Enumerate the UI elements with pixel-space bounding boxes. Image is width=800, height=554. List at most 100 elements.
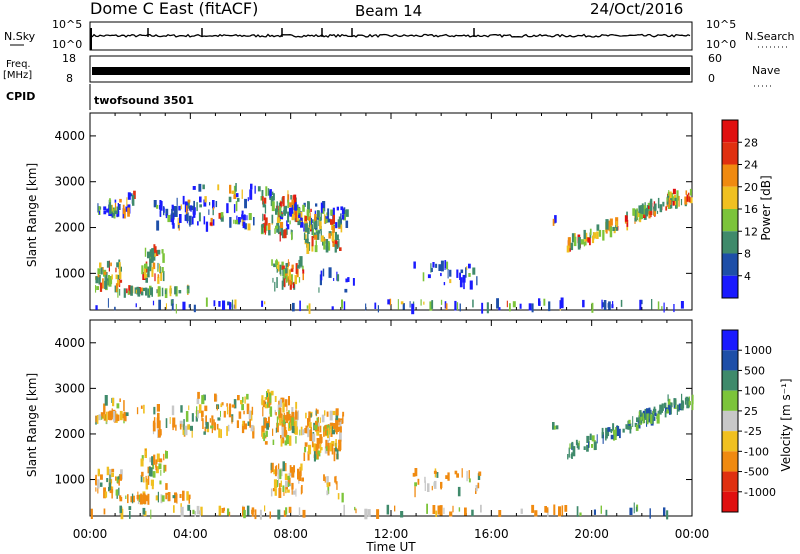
nsky-line — [91, 33, 691, 38]
echo-cell — [616, 426, 620, 436]
echo-cell — [333, 278, 335, 281]
echo-cell — [144, 274, 148, 278]
echo-cell — [657, 301, 660, 310]
echo-cell — [335, 439, 337, 448]
echo-cell — [669, 191, 672, 202]
echo-cell — [97, 415, 99, 424]
echo-cell — [226, 406, 229, 415]
echo-cell — [336, 424, 338, 435]
echo-cell — [443, 507, 445, 514]
echo-cell — [332, 207, 335, 219]
ytick-label: 4000 — [54, 336, 85, 350]
echo-cell — [126, 197, 128, 207]
echo-cell — [173, 505, 175, 513]
echo-cell — [322, 268, 325, 277]
echo-cell — [642, 418, 645, 424]
echo-cell — [633, 502, 635, 514]
echo-cell — [115, 476, 117, 481]
echo-cell — [486, 302, 489, 314]
echo-cell — [203, 431, 206, 435]
echo-cell — [264, 397, 267, 400]
echo-cell — [340, 213, 342, 223]
echo-cell — [653, 416, 656, 421]
echo-cell — [112, 208, 115, 213]
echo-cell — [652, 410, 655, 416]
echo-cell — [664, 411, 667, 418]
echo-cell — [299, 215, 302, 220]
echo-cell — [102, 278, 104, 289]
echo-cell — [155, 250, 159, 256]
echo-cell — [201, 414, 203, 422]
echo-cell — [328, 267, 332, 278]
echo-cell — [109, 474, 111, 486]
echo-cell — [133, 190, 136, 199]
echo-cell — [339, 420, 342, 428]
echo-cell — [649, 211, 653, 215]
echo-cell — [188, 405, 190, 411]
echo-cell — [114, 202, 117, 212]
echo-cell — [321, 235, 324, 242]
echo-cell — [343, 504, 345, 516]
echo-cell — [185, 212, 189, 222]
echo-cell — [291, 264, 294, 269]
echo-cell — [222, 300, 226, 310]
echo-cell — [185, 411, 189, 422]
echo-cell — [199, 196, 202, 203]
xtick-label: 00:00 — [73, 527, 108, 541]
echo-cell — [641, 412, 643, 417]
echo-cell — [203, 216, 206, 225]
echo-cell — [278, 475, 280, 486]
echo-cell — [558, 506, 562, 517]
echo-cell — [294, 426, 298, 435]
echo-cell — [264, 301, 266, 305]
echo-cell — [143, 267, 147, 279]
echo-cell — [180, 506, 184, 517]
echo-cell — [318, 450, 321, 457]
echo-cell — [298, 212, 300, 216]
echo-cell — [229, 302, 232, 310]
echo-cell — [320, 270, 323, 281]
echo-cell — [299, 429, 301, 436]
echo-cell — [284, 399, 288, 405]
echo-cell — [106, 260, 110, 268]
echo-cell — [236, 193, 239, 198]
echo-cell — [659, 204, 663, 213]
echo-cell — [171, 208, 173, 219]
echo-cell — [117, 203, 119, 213]
echo-cell — [288, 396, 290, 406]
echo-cell — [196, 406, 198, 417]
echo-cell — [262, 400, 266, 407]
echo-cell — [221, 402, 224, 406]
echo-cell — [277, 261, 280, 272]
echo-cell — [573, 236, 577, 247]
echo-cell — [157, 249, 161, 255]
echo-cell — [414, 482, 417, 487]
echo-cell — [103, 271, 107, 275]
echo-cell — [264, 441, 268, 445]
echo-cell — [202, 184, 205, 190]
echo-cell — [116, 262, 120, 268]
echo-cell — [649, 508, 651, 519]
echo-cell — [287, 211, 290, 223]
echo-cell — [136, 495, 139, 500]
echo-cell — [141, 265, 144, 275]
echo-cell — [336, 481, 338, 490]
echo-cell — [288, 472, 292, 477]
echo-cell — [320, 212, 322, 221]
echo-cell — [111, 489, 113, 499]
echo-cell — [454, 470, 458, 475]
echo-cell — [186, 205, 188, 214]
echo-cell — [583, 446, 586, 450]
echo-cell — [456, 473, 459, 478]
echo-cell — [305, 239, 307, 243]
echo-cell — [108, 275, 110, 281]
echo-cell — [308, 216, 311, 221]
echo-cell — [262, 201, 266, 208]
echo-cell — [200, 506, 203, 516]
echo-cell — [342, 214, 345, 220]
echo-cell — [280, 435, 282, 439]
echo-cell — [374, 302, 377, 309]
echo-cell — [229, 184, 232, 194]
echo-cell — [636, 208, 638, 219]
echo-cell — [170, 299, 174, 306]
